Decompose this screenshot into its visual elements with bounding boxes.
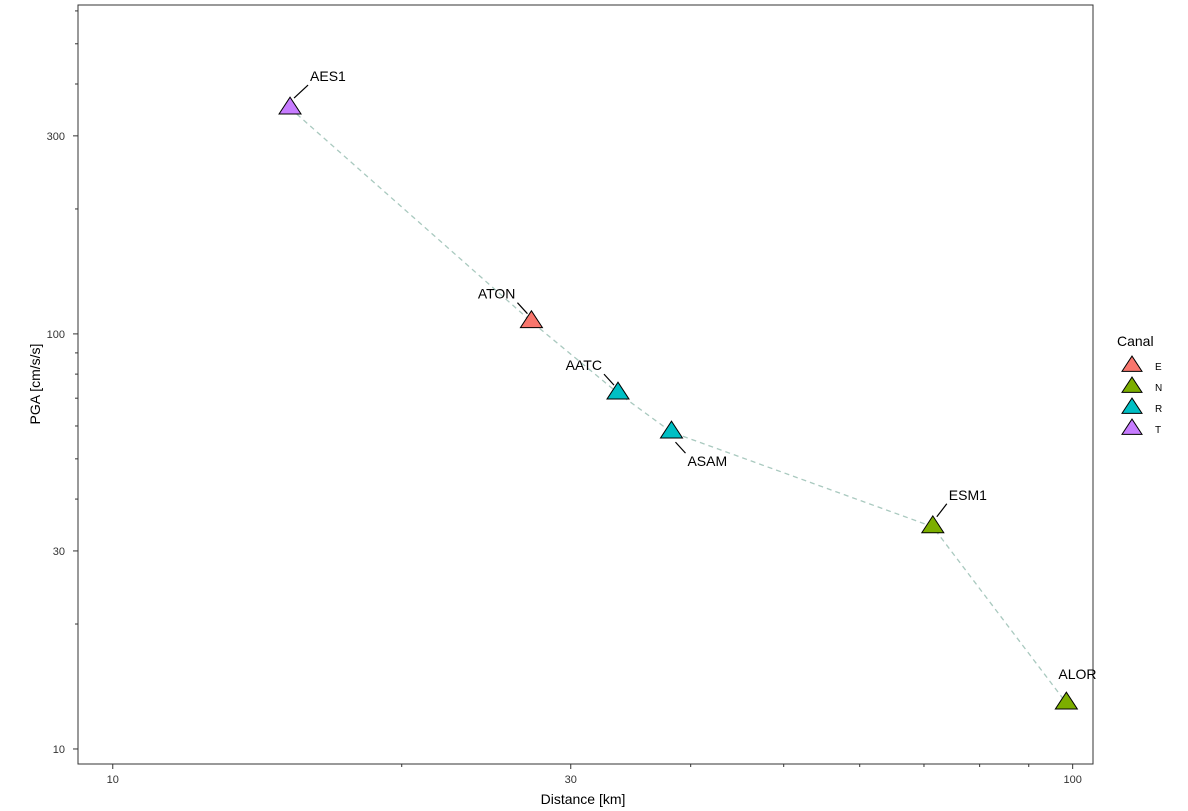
x-tick-label: 100: [1063, 774, 1081, 786]
x-tick-label: 10: [107, 774, 119, 786]
point-label-asam: ASAM: [687, 453, 727, 469]
plot-panel: [78, 5, 1093, 764]
legend-swatch-t: [1122, 419, 1142, 434]
legend-title: Canal: [1117, 333, 1154, 349]
point-label-alor: ALOR: [1058, 666, 1096, 682]
legend-label-e: E: [1155, 362, 1162, 373]
legend-label-t: T: [1155, 425, 1161, 436]
y-axis-title: PGA [cm/s/s]: [27, 344, 43, 425]
point-label-esm1: ESM1: [949, 487, 987, 503]
legend-swatch-r: [1122, 398, 1142, 413]
x-axis: 10 30 100: [107, 764, 1082, 786]
y-axis: 10 30 100 300: [47, 11, 78, 756]
legend-label-r: R: [1155, 404, 1162, 415]
y-tick-label: 30: [53, 546, 65, 558]
y-tick-label: 10: [53, 744, 65, 756]
point-label-aton: ATON: [478, 286, 516, 302]
legend-swatch-e: [1122, 356, 1142, 371]
point-label-aatc: AATC: [566, 357, 602, 373]
legend-swatch-n: [1122, 377, 1142, 392]
legend-label-n: N: [1155, 383, 1162, 394]
x-axis-title: Distance [km]: [541, 791, 626, 807]
x-tick-label: 30: [565, 774, 577, 786]
y-tick-label: 300: [47, 131, 65, 143]
point-label-aes1: AES1: [310, 68, 346, 84]
y-tick-label: 100: [47, 329, 65, 341]
